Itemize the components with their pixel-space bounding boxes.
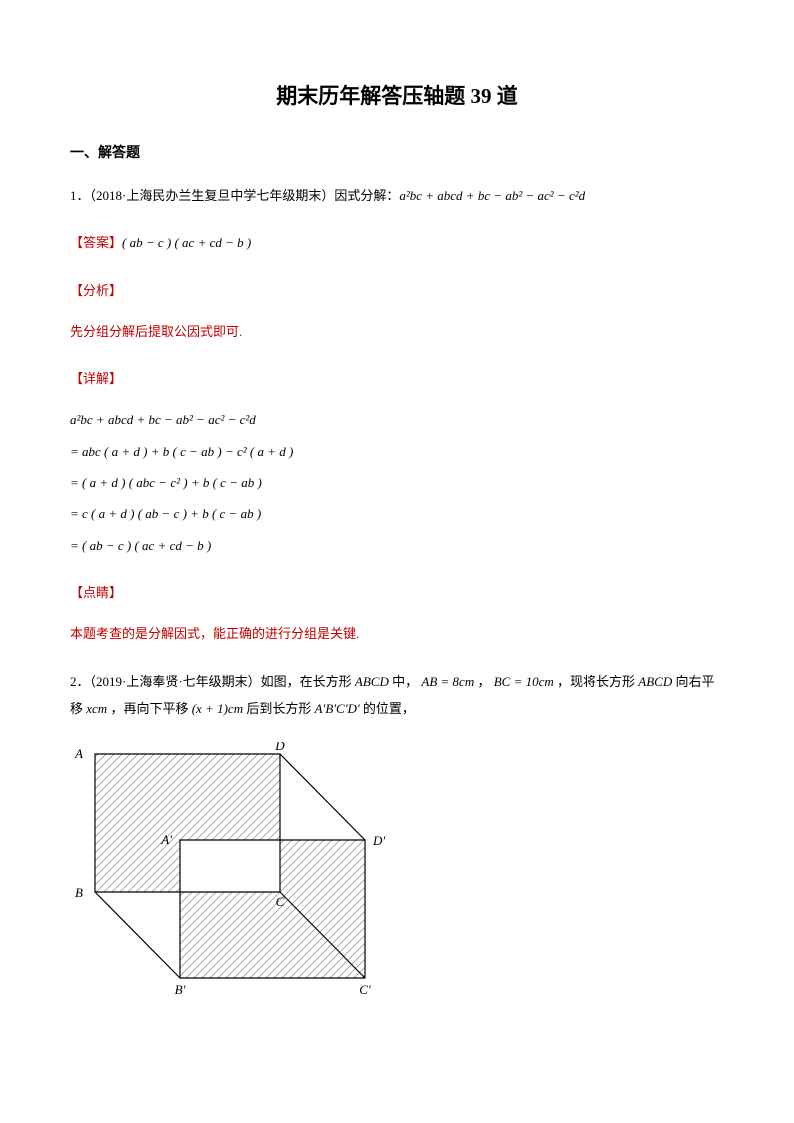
q2-mid1: 中， [389, 674, 422, 689]
q2-end: 的位置， [360, 701, 415, 716]
analysis-label: 【分析】 [70, 277, 724, 304]
q1-expr: a²bc + abcd + bc − ab² − ac² − c²d [399, 188, 585, 203]
svg-text:B': B' [175, 982, 186, 997]
q2-shape2: ABCD [638, 674, 672, 689]
q2-shape: ABCD [355, 674, 389, 689]
svg-text:B: B [75, 885, 83, 900]
comment-label: 【点睛】 [70, 579, 724, 606]
analysis-text: 先分组分解后提取公因式即可. [70, 318, 724, 345]
svg-text:C: C [276, 894, 285, 909]
svg-text:D: D [274, 742, 285, 753]
q2-shape3: A'B'C'D' [315, 701, 360, 716]
q2-prefix: 2．（2019·上海奉贤·七年级期末）如图，在长方形 [70, 674, 355, 689]
answer-line: 【答案】( ab − c ) ( ac + cd − b ) [70, 229, 724, 256]
answer-label: 【答案】 [70, 235, 122, 250]
detail-first: a²bc + abcd + bc − ab² − ac² − c²d [70, 406, 724, 433]
q2-ab: AB = 8cm [421, 674, 474, 689]
answer-expr: ( ab − c ) ( ac + cd − b ) [122, 235, 251, 250]
q2-bc: BC = 10cm [494, 674, 554, 689]
svg-text:C': C' [359, 982, 371, 997]
step-line: = abc ( a + d ) + b ( c − ab ) − c² ( a … [70, 438, 724, 465]
page-title: 期末历年解答压轴题 39 道 [70, 80, 724, 110]
figure-container: A D B C A' D' B' C' [70, 742, 724, 1007]
q2-x1: (x + 1)cm [192, 701, 243, 716]
q2-mid5: 后到长方形 [243, 701, 315, 716]
q2-mid2: ，现将长方形 [554, 674, 639, 689]
q2-x: xcm [86, 701, 107, 716]
step-line: = c ( a + d ) ( ab − c ) + b ( c − ab ) [70, 500, 724, 527]
q2-sep: ， [474, 674, 494, 689]
svg-text:A: A [74, 746, 83, 761]
step-line: = ( ab − c ) ( ac + cd − b ) [70, 532, 724, 559]
svg-text:D': D' [372, 833, 385, 848]
question-2: 2．（2019·上海奉贤·七年级期末）如图，在长方形 ABCD 中， AB = … [70, 668, 724, 723]
step-line: = ( a + d ) ( abc − c² ) + b ( c − ab ) [70, 469, 724, 496]
q1-prefix: 1．（2018·上海民办兰生复旦中学七年级期末）因式分解： [70, 188, 399, 203]
section-heading: 一、解答题 [70, 142, 724, 162]
detail-label: 【详解】 [70, 365, 724, 392]
question-1: 1．（2018·上海民办兰生复旦中学七年级期末）因式分解：a²bc + abcd… [70, 182, 724, 209]
svg-text:A': A' [160, 832, 172, 847]
comment-text: 本题考查的是分解因式，能正确的进行分组是关键. [70, 620, 724, 647]
q2-mid4: ，再向下平移 [107, 701, 192, 716]
geometry-figure: A D B C A' D' B' C' [70, 742, 410, 1002]
